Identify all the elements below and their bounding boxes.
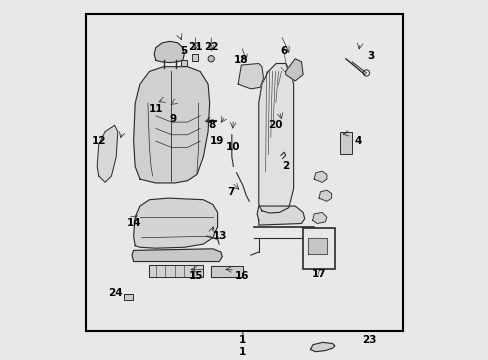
Text: 8: 8 (208, 120, 216, 130)
Text: 22: 22 (203, 42, 218, 53)
Polygon shape (310, 342, 334, 352)
Text: 6: 6 (280, 46, 287, 55)
FancyBboxPatch shape (124, 294, 133, 300)
FancyBboxPatch shape (339, 132, 351, 154)
Polygon shape (314, 171, 326, 182)
Text: 16: 16 (235, 271, 249, 281)
Polygon shape (149, 265, 203, 277)
Text: 14: 14 (127, 219, 141, 229)
Text: 9: 9 (169, 114, 176, 124)
Text: 19: 19 (209, 136, 224, 146)
Text: 15: 15 (188, 271, 203, 281)
Text: 17: 17 (311, 269, 325, 279)
Text: 11: 11 (149, 104, 163, 114)
Text: 12: 12 (92, 136, 106, 146)
Text: 7: 7 (227, 187, 235, 197)
Polygon shape (257, 206, 304, 225)
Polygon shape (312, 212, 326, 224)
Text: 2: 2 (282, 162, 289, 171)
Circle shape (207, 55, 214, 62)
Polygon shape (258, 63, 293, 213)
Text: 20: 20 (268, 120, 282, 130)
FancyBboxPatch shape (180, 60, 187, 66)
Text: 1: 1 (238, 335, 245, 345)
Polygon shape (318, 190, 331, 201)
Text: 24: 24 (108, 288, 122, 298)
FancyBboxPatch shape (192, 54, 198, 61)
Text: 13: 13 (212, 231, 227, 241)
Polygon shape (285, 59, 303, 81)
Polygon shape (133, 67, 209, 183)
Polygon shape (238, 63, 263, 89)
Text: 10: 10 (225, 143, 240, 152)
Text: 21: 21 (188, 42, 202, 53)
Text: 18: 18 (234, 55, 248, 65)
Text: 5: 5 (180, 46, 187, 55)
Text: 1: 1 (239, 347, 246, 357)
Text: 3: 3 (366, 51, 374, 60)
Polygon shape (133, 198, 217, 248)
Polygon shape (97, 125, 118, 182)
Polygon shape (307, 238, 326, 253)
FancyBboxPatch shape (303, 228, 334, 269)
Polygon shape (154, 41, 184, 63)
Polygon shape (211, 266, 243, 277)
Text: 23: 23 (361, 335, 376, 345)
Polygon shape (132, 249, 222, 261)
Text: 4: 4 (354, 136, 361, 146)
